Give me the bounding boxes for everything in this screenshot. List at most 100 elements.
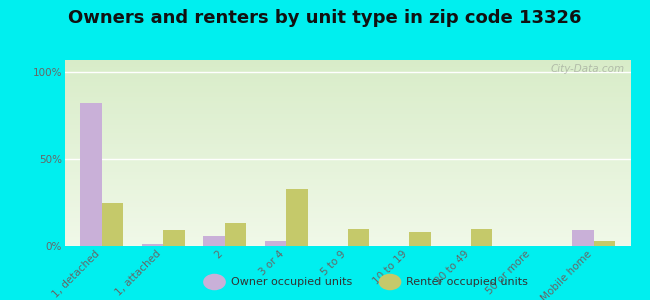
Bar bbox=[65, 200, 630, 201]
Bar bbox=[65, 151, 630, 153]
Bar bbox=[203, 236, 225, 246]
Bar bbox=[65, 90, 630, 92]
Bar bbox=[65, 142, 630, 144]
Bar bbox=[65, 218, 630, 220]
Bar bbox=[65, 188, 630, 190]
Bar bbox=[65, 157, 630, 159]
Bar bbox=[163, 230, 185, 246]
Bar bbox=[65, 237, 630, 239]
Bar bbox=[65, 181, 630, 183]
Bar bbox=[65, 224, 630, 226]
Bar bbox=[65, 205, 630, 207]
Bar bbox=[65, 112, 630, 114]
Bar bbox=[65, 144, 630, 146]
Bar bbox=[65, 106, 630, 108]
Bar bbox=[65, 119, 630, 122]
Text: Owner occupied units: Owner occupied units bbox=[231, 277, 352, 287]
Bar bbox=[65, 101, 630, 103]
Bar bbox=[65, 66, 630, 68]
Bar bbox=[65, 131, 630, 133]
Bar bbox=[65, 77, 630, 79]
Bar bbox=[65, 192, 630, 194]
Bar bbox=[65, 187, 630, 188]
Bar bbox=[65, 94, 630, 95]
Bar bbox=[65, 129, 630, 131]
Bar bbox=[65, 170, 630, 172]
Bar bbox=[65, 214, 630, 216]
Bar bbox=[65, 149, 630, 151]
Bar bbox=[65, 159, 630, 161]
Bar bbox=[65, 97, 630, 99]
Bar bbox=[65, 184, 630, 187]
Bar bbox=[65, 147, 630, 149]
Bar bbox=[65, 64, 630, 66]
Bar bbox=[65, 73, 630, 75]
Bar bbox=[65, 80, 630, 82]
Bar bbox=[65, 62, 630, 64]
Bar bbox=[65, 68, 630, 69]
Bar bbox=[65, 88, 630, 90]
Bar bbox=[142, 244, 163, 246]
Bar bbox=[65, 203, 630, 205]
Bar bbox=[65, 86, 630, 88]
Text: Owners and renters by unit type in zip code 13326: Owners and renters by unit type in zip c… bbox=[68, 9, 582, 27]
Bar bbox=[65, 162, 630, 164]
Bar bbox=[65, 164, 630, 166]
Bar bbox=[348, 229, 369, 246]
Bar bbox=[65, 125, 630, 127]
Bar bbox=[65, 138, 630, 140]
Bar bbox=[65, 201, 630, 203]
Bar bbox=[65, 198, 630, 200]
Bar bbox=[65, 222, 630, 224]
Bar bbox=[65, 103, 630, 105]
Bar bbox=[102, 202, 124, 246]
Bar bbox=[65, 216, 630, 218]
Bar bbox=[65, 99, 630, 101]
Bar bbox=[410, 232, 431, 246]
Bar bbox=[65, 240, 630, 242]
Bar bbox=[65, 127, 630, 129]
Bar bbox=[65, 116, 630, 118]
Bar bbox=[65, 108, 630, 110]
Bar bbox=[65, 166, 630, 168]
Bar bbox=[65, 118, 630, 119]
Bar bbox=[65, 196, 630, 198]
Bar bbox=[65, 134, 630, 136]
Bar bbox=[65, 110, 630, 112]
Bar bbox=[65, 211, 630, 212]
Bar bbox=[65, 71, 630, 73]
Bar bbox=[65, 209, 630, 211]
Bar bbox=[286, 189, 308, 246]
Bar bbox=[65, 207, 630, 209]
Bar bbox=[471, 229, 492, 246]
Bar bbox=[65, 114, 630, 116]
Bar bbox=[65, 84, 630, 86]
Bar bbox=[81, 103, 102, 246]
Bar bbox=[65, 168, 630, 170]
Bar bbox=[65, 238, 630, 240]
Bar bbox=[593, 241, 615, 246]
Bar bbox=[65, 226, 630, 227]
Bar bbox=[65, 194, 630, 196]
Text: City-Data.com: City-Data.com bbox=[551, 64, 625, 74]
Bar bbox=[65, 79, 630, 80]
Bar bbox=[65, 244, 630, 246]
Bar bbox=[65, 160, 630, 162]
Bar bbox=[65, 95, 630, 97]
Bar bbox=[65, 212, 630, 214]
Bar bbox=[65, 229, 630, 231]
Bar bbox=[65, 235, 630, 237]
Bar bbox=[65, 153, 630, 155]
Bar bbox=[65, 231, 630, 233]
Bar bbox=[65, 173, 630, 175]
Bar bbox=[65, 140, 630, 142]
Bar bbox=[65, 227, 630, 229]
Bar bbox=[65, 136, 630, 138]
Bar bbox=[65, 175, 630, 177]
Bar bbox=[65, 242, 630, 244]
Bar bbox=[65, 172, 630, 173]
Bar bbox=[65, 190, 630, 192]
Bar bbox=[65, 183, 630, 184]
Bar bbox=[65, 60, 630, 62]
Bar bbox=[65, 220, 630, 222]
